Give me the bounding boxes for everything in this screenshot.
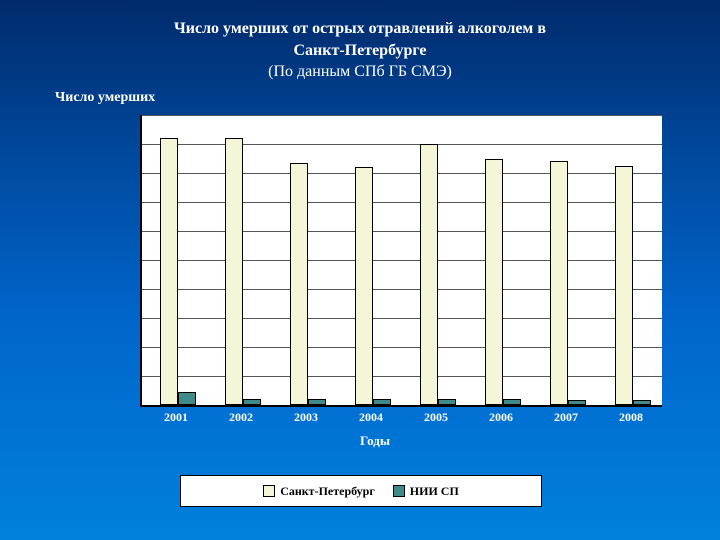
legend-item: Санкт-Петербург: [263, 484, 375, 499]
bar: [615, 166, 633, 405]
bar: [243, 399, 261, 405]
grid-line: [142, 318, 662, 319]
bar: [308, 399, 326, 405]
x-tick-label: 2008: [619, 410, 643, 425]
grid-line: [142, 260, 662, 261]
x-tick-label: 2003: [294, 410, 318, 425]
bar: [178, 392, 196, 405]
x-tick-label: 2004: [359, 410, 383, 425]
bar: [225, 138, 243, 405]
bar: [290, 163, 308, 405]
grid-line: [142, 347, 662, 348]
legend-item: НИИ СП: [393, 484, 459, 499]
x-tick-label: 2002: [229, 410, 253, 425]
bar: [568, 400, 586, 405]
grid-line: [142, 231, 662, 232]
bar: [160, 138, 178, 405]
y-axis-title: Число умерших: [55, 90, 155, 106]
legend-label: Санкт-Петербург: [280, 484, 375, 499]
legend-swatch-icon: [263, 485, 275, 497]
subtitle: (По данным СПб ГБ СМЭ): [0, 61, 720, 83]
bar: [633, 400, 651, 405]
bar: [373, 399, 391, 405]
legend-swatch-icon: [393, 485, 405, 497]
bar: [550, 161, 568, 405]
bar: [420, 144, 438, 405]
plot-area: [140, 115, 662, 407]
title-line-2: Санкт-Петербурге: [0, 40, 720, 62]
x-tick-label: 2001: [164, 410, 188, 425]
x-tick-label: 2006: [489, 410, 513, 425]
grid-line: [142, 115, 662, 116]
grid-line: [142, 289, 662, 290]
chart-title: Число умерших от острых отравлений алког…: [0, 0, 720, 83]
bar: [503, 399, 521, 405]
title-line-1: Число умерших от острых отравлений алког…: [0, 18, 720, 40]
legend-label: НИИ СП: [410, 484, 459, 499]
bar: [438, 399, 456, 405]
legend: Санкт-Петербург НИИ СП: [180, 475, 542, 507]
bar: [355, 167, 373, 405]
grid-line: [142, 173, 662, 174]
bar: [485, 159, 503, 405]
x-tick-label: 2007: [554, 410, 578, 425]
x-tick-label: 2005: [424, 410, 448, 425]
grid-line: [142, 202, 662, 203]
grid-line: [142, 144, 662, 145]
x-axis-title: Годы: [360, 433, 390, 449]
grid-line: [142, 376, 662, 377]
